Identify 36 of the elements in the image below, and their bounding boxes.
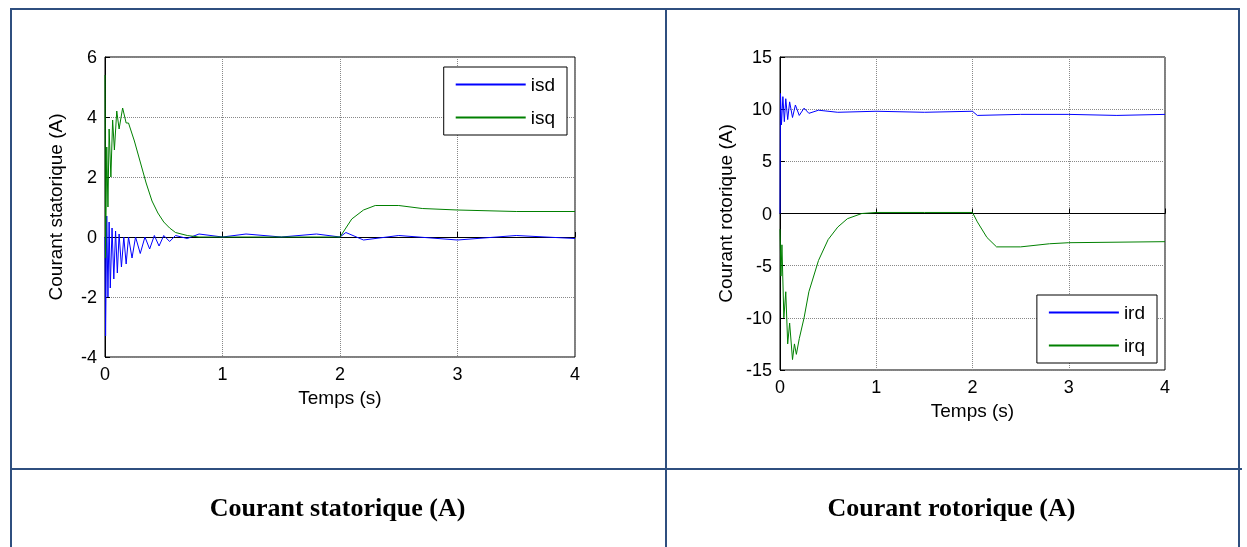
- line-series: [104, 74, 576, 259]
- x-tick-label: 1: [217, 364, 228, 384]
- y-tick-label: -4: [80, 347, 97, 367]
- x-tick-label: 2: [334, 364, 346, 384]
- y-tick-label: 5: [761, 151, 772, 172]
- y-tick-label: 0: [761, 203, 772, 224]
- x-tick-label: 4: [1159, 377, 1171, 397]
- x-tick-label: 4: [569, 364, 581, 384]
- y-tick-label: 0: [86, 227, 97, 247]
- y-tick-label: 10: [751, 99, 772, 120]
- x-tick-label: 0: [774, 377, 786, 397]
- y-axis-title: Courant rotorique (A): [715, 124, 737, 303]
- text: Courant statorique (A): [208, 491, 467, 524]
- x-tick-label: 3: [452, 364, 463, 384]
- legend-label: ird: [1123, 302, 1146, 323]
- y-tick-label: -2: [80, 287, 97, 307]
- y-tick-label: 4: [86, 107, 97, 127]
- y-tick-label: 15: [751, 47, 772, 67]
- legend-label: isq: [530, 107, 556, 128]
- y-tick-label: 6: [86, 47, 97, 67]
- x-axis-title: Temps (s): [298, 386, 382, 408]
- y-tick-label: -15: [745, 360, 772, 380]
- legend-label: irq: [1123, 335, 1146, 356]
- x-tick-label: 0: [99, 364, 111, 384]
- y-tick-label: -10: [745, 307, 772, 328]
- x-tick-label: 2: [967, 377, 978, 397]
- y-tick-label: 2: [86, 167, 97, 187]
- line-series: [779, 211, 1166, 361]
- x-tick-label: 3: [1063, 377, 1074, 397]
- y-tick-label: -5: [755, 255, 772, 276]
- y-axis-title: Courant statorique (A): [45, 113, 66, 301]
- line-series: [779, 93, 1166, 214]
- legend-label: isd: [530, 74, 556, 95]
- x-tick-label: 1: [871, 377, 882, 397]
- x-axis-title: Temps (s): [930, 399, 1015, 421]
- text: Courant rotorique (A): [826, 491, 1077, 524]
